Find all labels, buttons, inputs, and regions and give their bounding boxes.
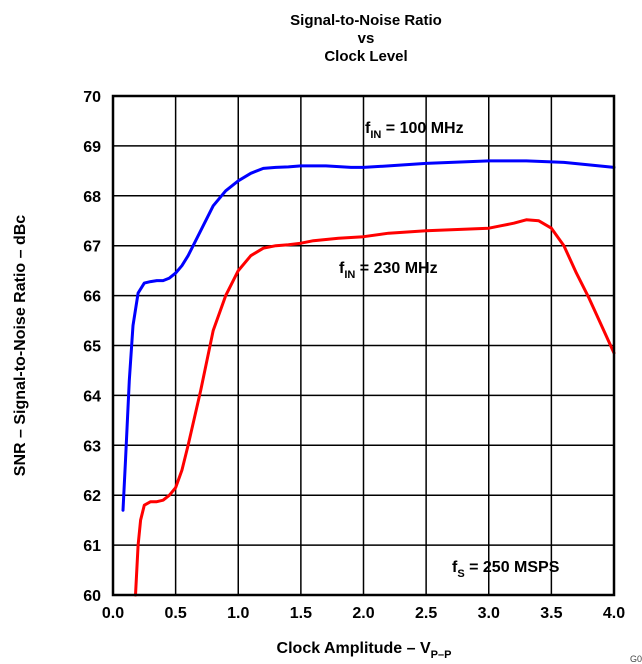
series-line-fin-230mhz bbox=[134, 218, 616, 597]
y-axis-label: SNR – Signal-to-Noise Ratio – dBc bbox=[12, 215, 29, 476]
chart-title-line-2: vs bbox=[357, 30, 375, 47]
y-tick-label: 68 bbox=[83, 189, 101, 206]
x-tick-label: 4.0 bbox=[603, 605, 625, 622]
x-tick-label: 2.5 bbox=[415, 605, 437, 622]
label-fs-250msps: fS = 250 MSPS bbox=[452, 559, 560, 580]
x-axis-label: Clock Amplitude – VP–P bbox=[277, 640, 452, 661]
x-tick-label: 2.0 bbox=[352, 605, 374, 622]
x-tick-label: 3.5 bbox=[540, 605, 562, 622]
series-labels: fIN = 100 MHz fIN = 230 MHz fS = 250 MSPS bbox=[339, 120, 560, 580]
y-tick-label: 66 bbox=[83, 289, 101, 306]
series-line-fin-100mhz bbox=[121, 159, 616, 512]
x-tick-label: 3.0 bbox=[478, 605, 500, 622]
x-tick-label: 0.0 bbox=[102, 605, 124, 622]
grid bbox=[112, 95, 615, 596]
chart-title-line-1: Signal-to-Noise Ratio bbox=[290, 12, 442, 29]
x-tick-label: 0.5 bbox=[165, 605, 187, 622]
x-tick-labels: 0.0 0.5 1.0 1.5 2.0 2.5 3.0 3.5 4.0 bbox=[102, 605, 625, 622]
y-tick-label: 69 bbox=[83, 139, 101, 156]
y-tick-labels: 60 61 62 63 64 65 66 67 68 69 70 bbox=[83, 89, 101, 605]
corner-mark: G0 bbox=[629, 654, 642, 664]
axis-labels: Clock Amplitude – VP–P SNR – Signal-to-No… bbox=[12, 215, 451, 661]
label-fin-100mhz: fIN = 100 MHz bbox=[365, 120, 464, 141]
x-tick-label: 1.0 bbox=[227, 605, 249, 622]
series-lines bbox=[121, 159, 616, 597]
y-tick-label: 70 bbox=[83, 89, 101, 106]
y-tick-label: 65 bbox=[83, 339, 101, 356]
chart-title-line-3: Clock Level bbox=[324, 48, 408, 65]
label-fin-230mhz: fIN = 230 MHz bbox=[339, 260, 438, 281]
y-tick-label: 67 bbox=[83, 239, 101, 256]
y-tick-label: 62 bbox=[83, 488, 101, 505]
y-tick-label: 64 bbox=[83, 388, 101, 405]
y-tick-label: 60 bbox=[83, 588, 101, 605]
x-tick-label: 1.5 bbox=[290, 605, 312, 622]
plot-frame bbox=[111, 94, 616, 597]
y-tick-label: 63 bbox=[83, 438, 101, 455]
y-tick-label: 61 bbox=[83, 538, 101, 555]
